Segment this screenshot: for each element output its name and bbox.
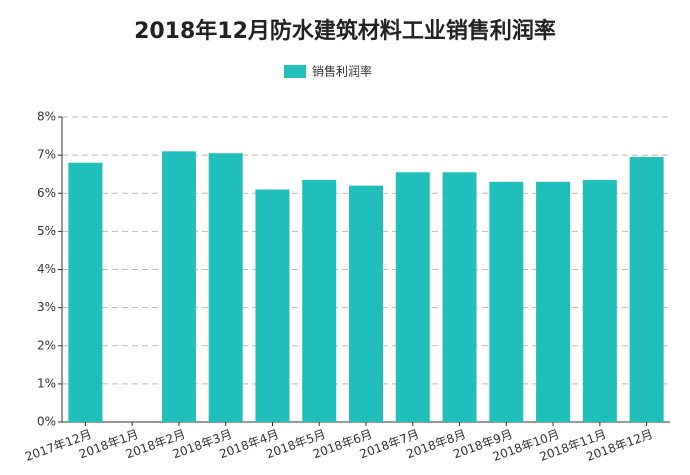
bar [68, 162, 103, 422]
y-tick-label: 1% [37, 376, 56, 390]
bar [395, 172, 430, 422]
bar [208, 153, 243, 422]
bar [489, 181, 524, 422]
legend-swatch [284, 65, 306, 78]
bar [302, 179, 337, 422]
bar [161, 151, 196, 422]
bar [582, 179, 617, 422]
chart-title: 2018年12月防水建筑材料工业销售利润率 [134, 18, 556, 44]
bar [255, 189, 290, 422]
y-tick-label: 5% [37, 224, 56, 238]
bar [536, 181, 571, 422]
y-tick-label: 0% [37, 415, 56, 429]
bar [349, 185, 383, 422]
y-tick-label: 3% [37, 300, 56, 314]
bar [442, 172, 477, 422]
legend-label: 销售利润率 [312, 64, 372, 79]
y-tick-label: 2% [37, 338, 56, 352]
y-tick-label: 6% [37, 186, 56, 200]
y-tick-label: 4% [37, 262, 56, 276]
bar [629, 157, 664, 422]
y-tick-label: 8% [37, 110, 56, 124]
y-tick-label: 7% [37, 148, 56, 162]
